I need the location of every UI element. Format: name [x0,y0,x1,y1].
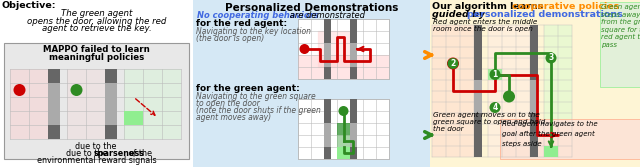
Text: Red agent navigates to the: Red agent navigates to the [502,121,598,127]
Bar [430,0,640,167]
Bar [500,119,640,159]
Bar [4,43,189,159]
Bar [544,25,572,157]
Bar [48,69,60,139]
Text: 2: 2 [451,59,456,68]
Text: meaningful policies: meaningful policies [49,53,144,62]
Circle shape [490,102,500,113]
Bar [337,147,350,159]
Text: No cooperating behaviors: No cooperating behaviors [197,11,319,20]
Text: steps aside: steps aside [502,141,541,147]
Bar [324,43,331,67]
Text: from the green: from the green [601,19,640,25]
Circle shape [447,58,458,69]
Text: steps away: steps away [601,12,640,18]
Text: are demonstrated: are demonstrated [287,11,365,20]
Text: square for the: square for the [601,27,640,33]
Bar [337,123,350,135]
Text: Navigating to the green square: Navigating to the green square [196,92,316,101]
Bar [298,99,389,159]
Text: cooperative policies: cooperative policies [512,2,619,11]
Circle shape [300,44,310,54]
Text: for the red agent:: for the red agent: [196,19,287,28]
Text: red agent to: red agent to [601,34,640,40]
Text: Navigating to the key location: Navigating to the key location [196,27,311,36]
Text: for the green agent:: for the green agent: [196,84,300,93]
Text: opens the door, allowing the red: opens the door, allowing the red [27,17,166,26]
Text: of the: of the [125,149,152,158]
Text: 4: 4 [492,103,498,112]
Text: guided by: guided by [432,10,488,19]
Text: agent to retrieve the key.: agent to retrieve the key. [42,24,152,33]
Bar [350,99,357,159]
Text: environmental reward signals: environmental reward signals [36,156,156,165]
Circle shape [490,69,500,80]
Bar [544,146,558,157]
Text: Our algorithm learns: Our algorithm learns [432,2,547,11]
Circle shape [70,84,83,96]
Bar [105,83,117,125]
Bar [474,25,482,157]
Text: Objective:: Objective: [2,1,56,10]
Bar [48,83,60,125]
Bar [324,19,331,79]
Circle shape [503,91,515,103]
Bar [474,80,482,113]
Bar [488,25,530,157]
Text: The green agent: The green agent [61,9,132,18]
Circle shape [447,57,459,69]
Bar [324,123,331,147]
Circle shape [339,106,349,116]
Bar [350,19,357,79]
Text: Green agent: Green agent [601,4,640,10]
Circle shape [545,52,557,63]
Bar [600,2,640,87]
Text: sparseness: sparseness [93,149,145,158]
Bar [0,0,193,167]
Bar [488,69,502,80]
Circle shape [13,84,26,96]
Text: due to the: due to the [75,142,118,151]
Text: (the door is open): (the door is open) [196,34,264,43]
Bar [298,19,389,79]
Text: agent moves away): agent moves away) [196,113,271,122]
Bar [193,0,430,167]
Bar [337,135,350,147]
Bar [350,43,357,67]
Text: goal after the green agent: goal after the green agent [502,131,595,137]
Text: 3: 3 [548,53,554,62]
Bar [530,80,538,113]
Bar [432,25,474,157]
Bar [350,123,357,147]
Text: MAPPO failed to learn: MAPPO failed to learn [43,45,150,54]
Text: 1: 1 [492,70,498,79]
Text: Green agent moves on to the
green square to open and hold
the door: Green agent moves on to the green square… [433,112,545,132]
Text: Red agent enters the middle
room once the door is open: Red agent enters the middle room once th… [433,19,538,32]
Bar [105,69,117,139]
Bar [298,55,389,79]
Text: personalized demonstrations: personalized demonstrations [467,10,623,19]
Bar [67,69,105,139]
Bar [530,25,538,157]
Bar [10,69,48,139]
Bar [124,69,181,139]
Bar [124,111,143,125]
Text: Personalized Demonstrations: Personalized Demonstrations [225,3,398,13]
Text: pass: pass [601,42,617,47]
Bar [324,99,331,159]
Text: to open the door: to open the door [196,99,260,108]
Text: due to the: due to the [67,149,110,158]
Text: (note the door shuts if the green: (note the door shuts if the green [196,106,321,115]
